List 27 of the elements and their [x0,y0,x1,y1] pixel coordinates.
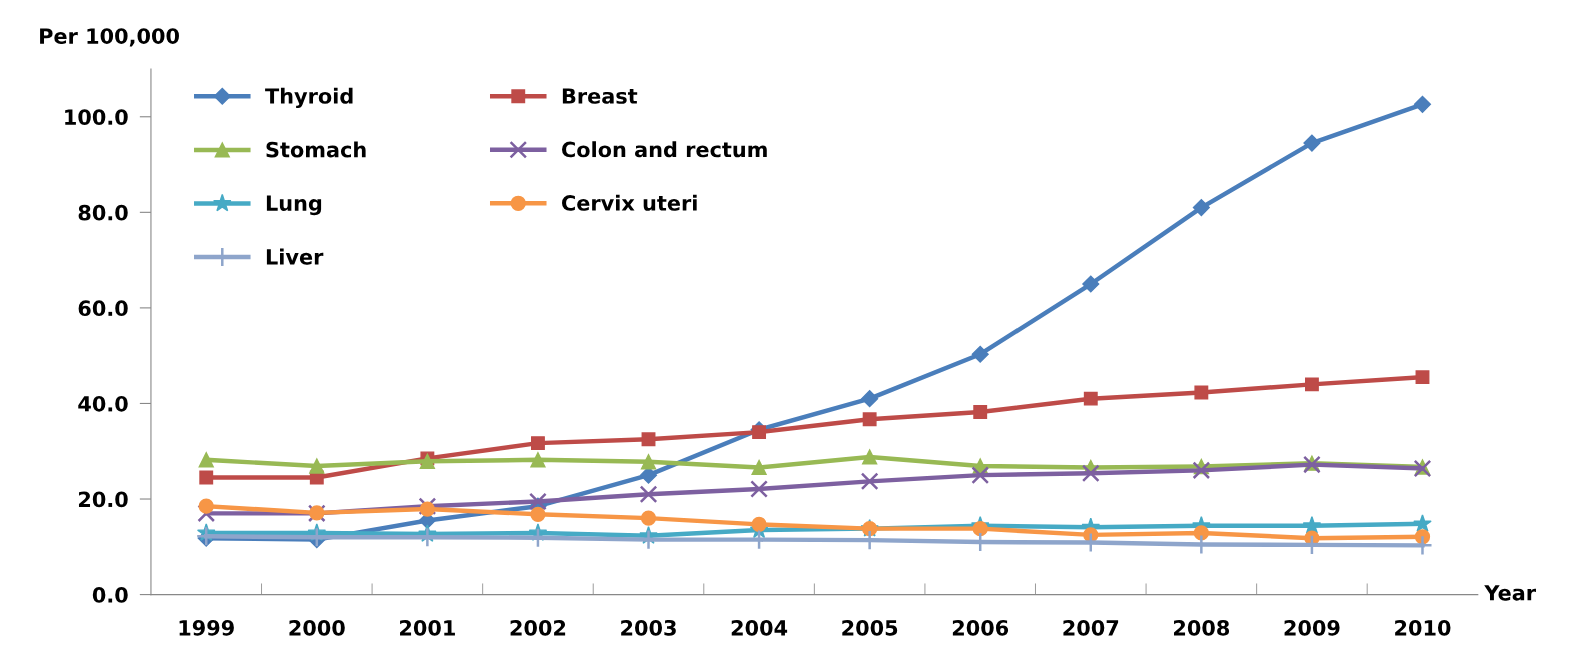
legend-label: Lung [266,195,322,216]
legend-label: Cervix uteri [562,194,697,211]
x-tick-label: 2002 [510,619,566,636]
legend-label: Breast [562,88,638,104]
x-tick-label: 2003 [621,619,676,636]
legend-label: Thyroid [265,87,353,109]
y-axis-title: Per 100,000 [40,28,179,47]
x-tick-label: 2010 [1395,619,1451,636]
y-tick-label: 100.0 [65,109,128,125]
x-tick-label: 2009 [1284,619,1340,636]
legend-label: Stomach [266,141,366,158]
x-tick-label: 2006 [952,619,1009,636]
y-tick-label: 0.0 [92,587,128,603]
x-tick-label: 2008 [1174,619,1230,636]
x-axis-title: Year [1484,585,1536,601]
x-tick-label: 2001 [400,619,455,636]
y-tick-label: 20.0 [78,491,128,508]
x-tick-label: 2005 [842,619,898,636]
y-tick-label: 80.0 [78,204,128,221]
y-tick-label: 60.0 [78,300,128,317]
y-tick-label: 40.0 [78,395,128,412]
x-tick-label: 2007 [1063,619,1119,636]
x-tick-label: 2000 [289,619,345,636]
x-tick-label: 1999 [179,619,234,636]
legend-label: Liver [266,248,324,265]
legend-label: Colon and rectum [562,141,767,158]
x-tick-label: 2004 [731,619,788,636]
